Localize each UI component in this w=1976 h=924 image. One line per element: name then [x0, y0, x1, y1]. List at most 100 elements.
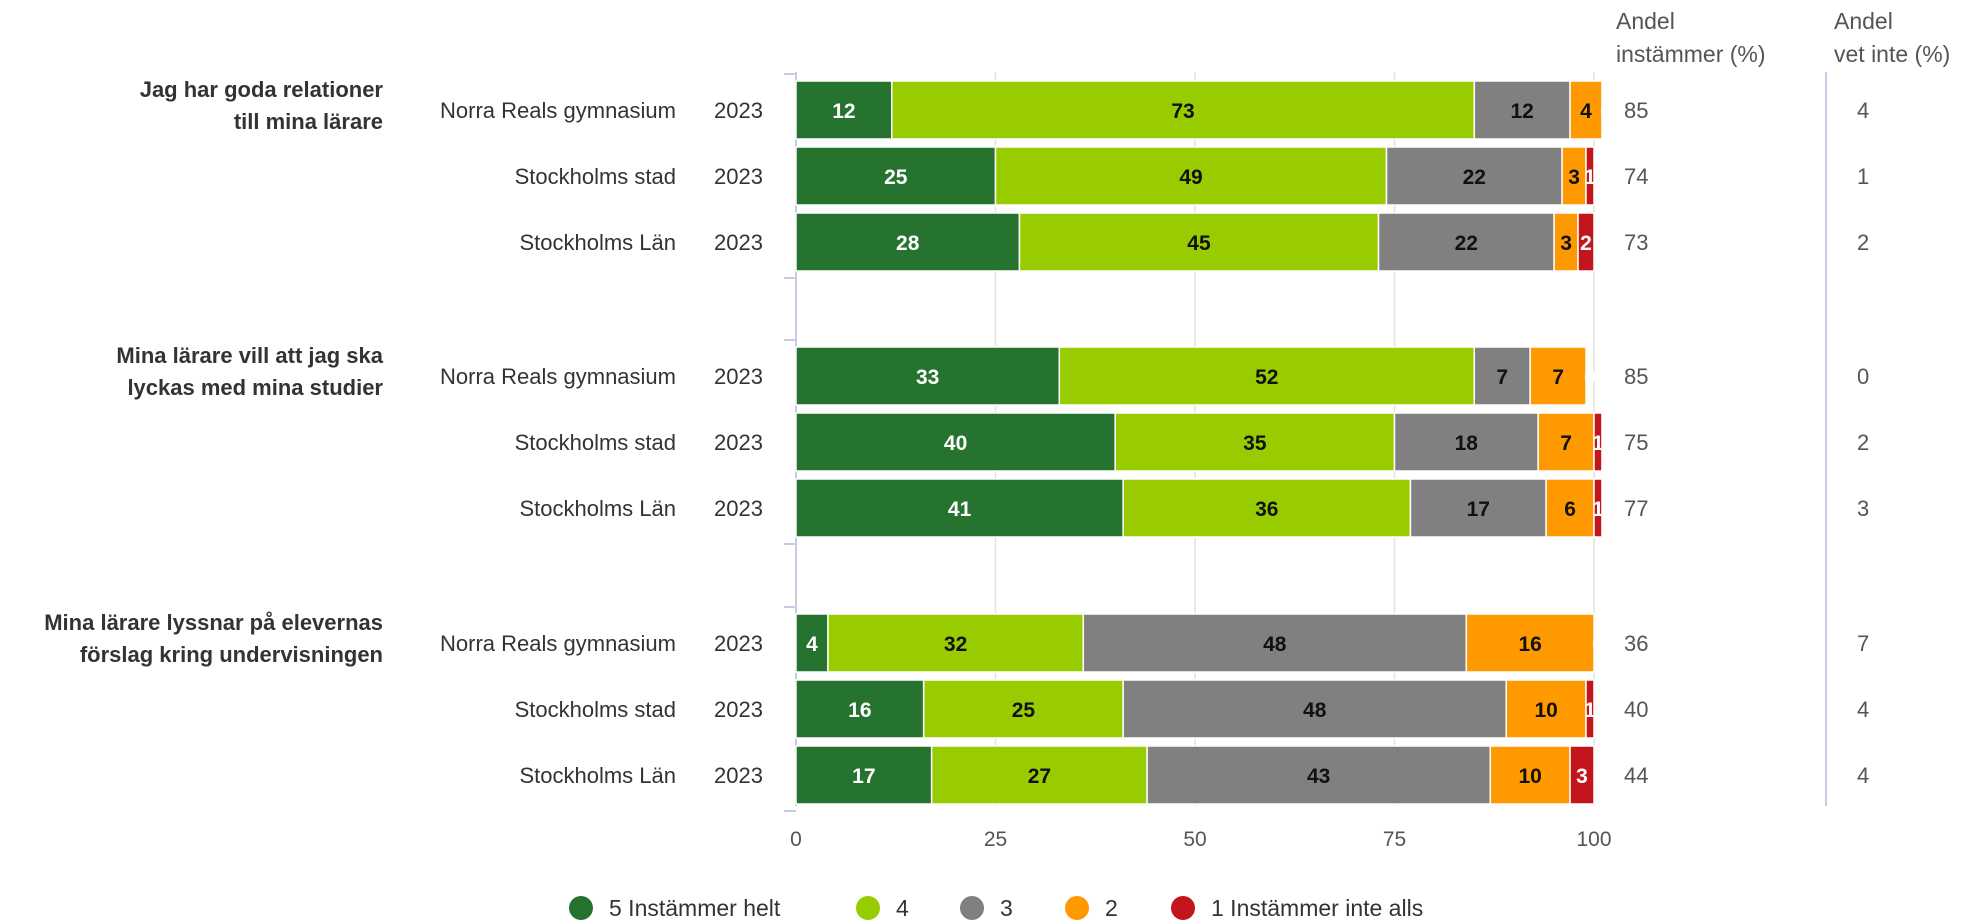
data-label: 27 [1028, 765, 1051, 788]
x-axis: 0 25 50 75 100 [790, 828, 1611, 851]
x-tick-label: 0 [790, 828, 802, 851]
legend-swatch [569, 896, 593, 920]
data-label: 49 [1179, 166, 1202, 189]
data-label: 0 [1592, 633, 1604, 656]
question-title: förslag kring undervisningen [80, 642, 383, 667]
data-label: 1 [1584, 699, 1596, 722]
legend-label: 5 Instämmer helt [609, 895, 781, 921]
row-year: 2023 [714, 763, 763, 788]
column-header-line1: Andel [1834, 8, 1893, 34]
dont-know-value: 4 [1857, 763, 1869, 788]
data-label: 12 [1511, 100, 1534, 123]
row-label: Stockholms Län [519, 496, 676, 521]
data-label: 22 [1455, 232, 1478, 255]
data-label: 10 [1518, 765, 1541, 788]
data-label: 7 [1552, 366, 1564, 389]
row-year: 2023 [714, 430, 763, 455]
legend-swatch [1171, 896, 1195, 920]
data-label: 48 [1303, 699, 1327, 722]
data-label: 3 [1568, 166, 1580, 189]
row-label: Stockholms stad [515, 430, 676, 455]
data-label: 17 [852, 765, 875, 788]
data-label: 7 [1560, 432, 1572, 455]
dont-know-value: 2 [1857, 430, 1869, 455]
data-label: 1 [1592, 498, 1604, 521]
data-label: 43 [1307, 765, 1330, 788]
row-label: Stockholms Län [519, 763, 676, 788]
agree-value: 77 [1624, 496, 1648, 521]
data-label: 12 [832, 100, 855, 123]
data-label: 4 [1580, 100, 1592, 123]
dont-know-value: 3 [1857, 496, 1869, 521]
legend-item[interactable]: 1 Instämmer inte alls [1171, 895, 1423, 921]
data-label: 7 [1496, 366, 1508, 389]
column-header-line2: instämmer (%) [1616, 41, 1766, 67]
legend-swatch [960, 896, 984, 920]
bars-layer [796, 81, 1602, 804]
data-label: 2 [1580, 232, 1592, 255]
row-year: 2023 [714, 496, 763, 521]
row-year: 2023 [714, 98, 763, 123]
question-title: Mina lärare vill att jag ska [116, 343, 383, 368]
dont-know-value: 2 [1857, 230, 1869, 255]
data-label: 25 [884, 166, 908, 189]
data-label: 16 [848, 699, 871, 722]
legend-swatch [1065, 896, 1089, 920]
agree-value: 74 [1624, 164, 1648, 189]
legend-item[interactable]: 5 Instämmer helt [569, 895, 781, 921]
x-tick-label: 50 [1183, 828, 1206, 851]
x-tick-label: 25 [984, 828, 1007, 851]
dont-know-value: 4 [1857, 98, 1869, 123]
data-label: 73 [1171, 100, 1194, 123]
data-label: 1 [1592, 432, 1604, 455]
data-label: 17 [1467, 498, 1490, 521]
row-year: 2023 [714, 697, 763, 722]
data-label: 36 [1255, 498, 1278, 521]
legend-label: 1 Instämmer inte alls [1211, 895, 1423, 921]
question-title: till mina lärare [234, 109, 383, 134]
x-tick-label: 75 [1383, 828, 1406, 851]
legend-item[interactable]: 3 [960, 895, 1013, 921]
row-label: Norra Reals gymnasium [440, 364, 676, 389]
row-label: Stockholms stad [515, 697, 676, 722]
data-label: 45 [1187, 232, 1211, 255]
data-label: 16 [1518, 633, 1541, 656]
data-label: 41 [948, 498, 972, 521]
data-label: 35 [1243, 432, 1267, 455]
row-label: Norra Reals gymnasium [440, 631, 676, 656]
data-label: 22 [1463, 166, 1486, 189]
dont-know-value: 4 [1857, 697, 1869, 722]
data-label: 40 [944, 432, 967, 455]
legend-item[interactable]: 2 [1065, 895, 1118, 921]
legend-label: 4 [896, 895, 909, 921]
data-label: 32 [944, 633, 967, 656]
data-label: 0 [1584, 366, 1596, 389]
legend-swatch [856, 896, 880, 920]
data-label: 10 [1534, 699, 1557, 722]
data-label: 4 [806, 633, 818, 656]
row-label: Stockholms stad [515, 164, 676, 189]
column-header-line2: vet inte (%) [1834, 41, 1950, 67]
data-label: 52 [1255, 366, 1278, 389]
agree-value: 75 [1624, 430, 1648, 455]
dont-know-value: 1 [1857, 164, 1869, 189]
data-label: 18 [1455, 432, 1479, 455]
data-label: 1 [1584, 166, 1596, 189]
question-title: lyckas med mina studier [127, 375, 383, 400]
dont-know-value: 0 [1857, 364, 1869, 389]
row-label: Stockholms Län [519, 230, 676, 255]
data-label: 48 [1263, 633, 1287, 656]
agree-value: 44 [1624, 763, 1648, 788]
legend[interactable]: 5 Instämmer helt 4 3 2 1 Instämmer inte alls [569, 895, 1423, 921]
legend-item[interactable]: 4 [856, 895, 909, 921]
dont-know-value: 7 [1857, 631, 1869, 656]
data-label: 25 [1012, 699, 1036, 722]
agree-value: 40 [1624, 697, 1648, 722]
legend-label: 2 [1105, 895, 1118, 921]
row-year: 2023 [714, 631, 763, 656]
agree-value: 85 [1624, 98, 1648, 123]
row-label: Norra Reals gymnasium [440, 98, 676, 123]
agree-value: 73 [1624, 230, 1648, 255]
